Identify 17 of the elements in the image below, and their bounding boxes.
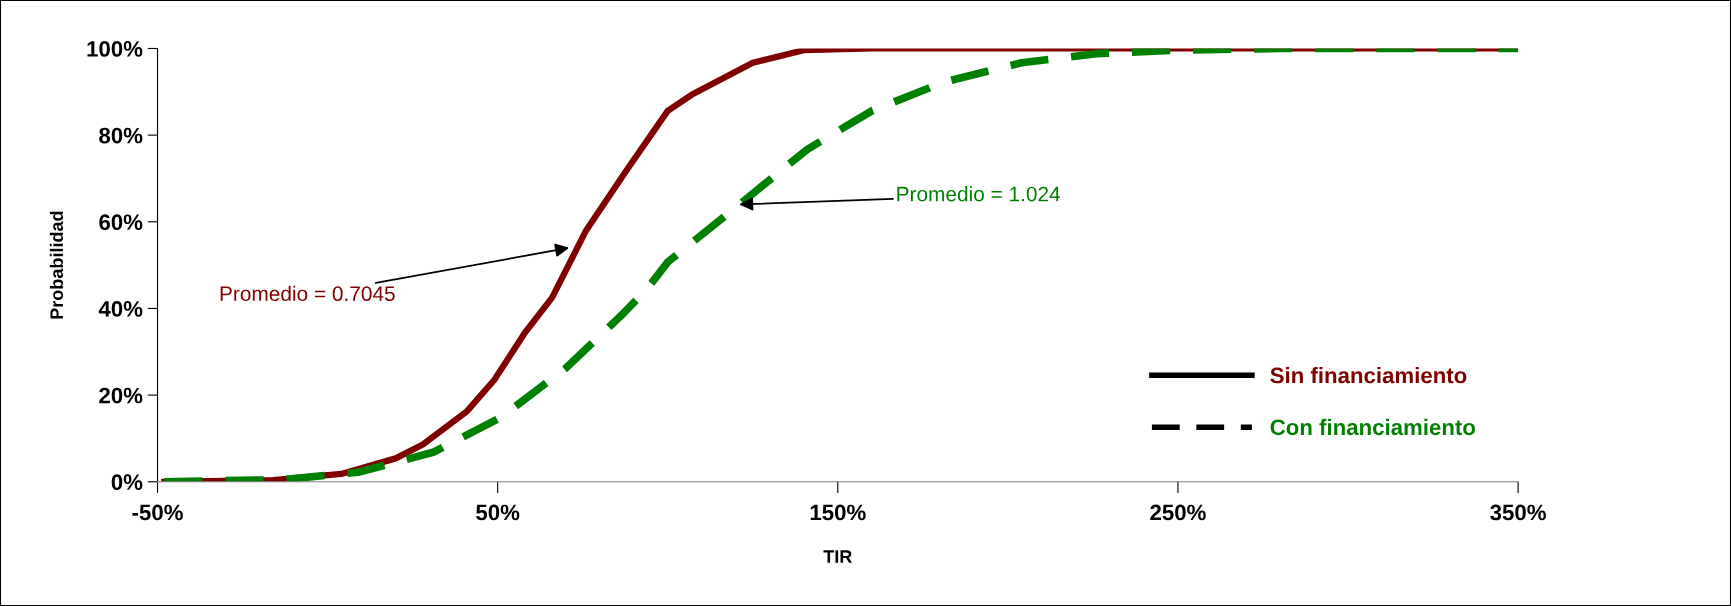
- y-tick-label: 0%: [111, 474, 143, 491]
- x-tick-label: 350%: [1490, 504, 1546, 521]
- y-tick-label: 20%: [99, 387, 143, 404]
- x-tick-label: 50%: [476, 504, 520, 521]
- x-tick-label: 250%: [1150, 504, 1206, 521]
- x-tick-label: -50%: [132, 504, 183, 521]
- text: Con financiamiento: [1270, 418, 1476, 436]
- text: Sin financiamiento: [1270, 367, 1467, 384]
- y-axis-title: Probabilidad: [49, 211, 64, 319]
- x-axis-title: TIR: [823, 550, 852, 563]
- annotation: Promedio = 0.7045: [220, 285, 395, 302]
- annotation: Promedio = 1.024: [897, 186, 1061, 202]
- y-tick-label: 80%: [99, 127, 143, 144]
- y-tick-label: 100%: [87, 41, 143, 57]
- y-tick-label: 60%: [99, 214, 143, 231]
- y-tick-label: 40%: [98, 300, 143, 317]
- x-tick-label: 150%: [810, 504, 866, 521]
